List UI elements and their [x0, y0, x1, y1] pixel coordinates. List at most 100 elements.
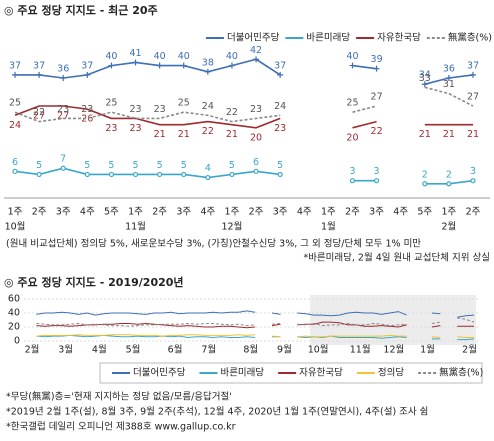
legend-label: 바른미래당: [220, 368, 264, 379]
marker: [132, 59, 139, 66]
x-group-label: 10월: [5, 221, 26, 233]
x-group-label: 1월: [321, 221, 336, 233]
data-label: 2: [446, 169, 452, 180]
data-label: 24: [274, 101, 286, 112]
data-label: 27: [371, 92, 383, 103]
marker: [422, 181, 428, 187]
x-tick-label: 2주: [152, 207, 167, 218]
data-label: 2: [422, 169, 428, 180]
data-label: 23: [105, 123, 117, 134]
data-label: 23: [274, 123, 286, 134]
note: *2019년 2월 1주(설), 8월 3주, 9월 2주(추석), 12월 4…: [6, 406, 428, 418]
marker: [445, 75, 452, 81]
marker: [60, 165, 66, 171]
marker: [349, 178, 356, 184]
data-label: 40: [178, 51, 190, 62]
data-label: 24: [9, 120, 21, 131]
chart-title: ◎ 주요 정당 지지도 - 2019/2020년: [4, 275, 184, 289]
x-tick-label: 1주: [225, 207, 240, 218]
x-tick-label: 3주: [176, 207, 191, 218]
marker: [446, 181, 452, 187]
legend-label: 자유한국당: [299, 368, 343, 379]
x-group-label: 12월: [222, 221, 243, 233]
data-label: 5: [108, 160, 114, 171]
data-label: 5: [157, 160, 163, 171]
x-tick-label: 11월: [350, 344, 371, 356]
data-label: 3: [349, 166, 355, 177]
x-group-label: 2월: [441, 221, 456, 233]
x-tick-label: 8월: [243, 344, 258, 356]
marker: [205, 174, 211, 181]
legend-label: 바른미래당: [306, 33, 350, 44]
legend-label: 無黨층(%): [448, 32, 492, 44]
data-label: 21: [467, 129, 479, 140]
data-label: 3: [470, 166, 476, 177]
series-line: [14, 86, 474, 123]
marker: [373, 65, 380, 72]
x-tick-label: 4주: [393, 207, 408, 218]
series-line: [36, 334, 474, 338]
note: *바른미래당, 2월 4일 원내 교섭단체 지위 상실: [303, 252, 490, 264]
x-tick-label: 12월: [383, 344, 404, 356]
x-tick-label: 1주: [441, 207, 456, 218]
y-tick-label: 20: [8, 322, 20, 333]
marker: [60, 75, 67, 81]
data-label: 37: [33, 60, 45, 71]
marker: [229, 171, 235, 178]
data-label: 39: [371, 54, 383, 65]
legend-label: 정의당: [378, 368, 404, 379]
x-tick-label: 3월: [58, 344, 73, 356]
marker: [36, 71, 43, 78]
data-label: 22: [202, 126, 214, 137]
data-label: 37: [274, 60, 286, 71]
marker: [180, 62, 187, 69]
data-label: 27: [467, 92, 479, 103]
period-shade: [310, 295, 476, 345]
series-line: [14, 105, 473, 129]
marker: [373, 178, 380, 184]
data-label: 31: [443, 79, 455, 90]
data-label: 22: [371, 126, 383, 137]
x-tick-label: 2월: [462, 344, 477, 356]
marker: [277, 71, 284, 78]
marker: [108, 171, 115, 178]
data-label: 37: [9, 60, 21, 71]
data-label: 38: [202, 57, 214, 68]
chart-title: ◎ 주요 정당 지지도 - 최근 20주: [4, 3, 158, 17]
data-label: 21: [154, 129, 166, 140]
marker: [181, 171, 187, 178]
y-tick-label: 0: [14, 336, 20, 347]
data-label: 5: [229, 160, 235, 171]
marker: [108, 62, 115, 69]
x-tick-label: 1주: [128, 207, 143, 218]
data-label: 23: [250, 104, 262, 115]
data-label: 25: [9, 98, 21, 109]
data-label: 23: [81, 104, 93, 115]
x-tick-label: 1주: [321, 207, 336, 218]
x-tick-label: 9월: [277, 344, 292, 356]
data-label: 23: [57, 104, 69, 115]
marker: [36, 171, 42, 178]
marker: [253, 56, 260, 63]
x-tick-label: 4주: [200, 207, 215, 218]
data-label: 21: [443, 129, 455, 140]
data-label: 27: [33, 111, 45, 122]
series-line: [36, 321, 474, 329]
marker: [84, 171, 90, 178]
marker: [204, 68, 211, 75]
data-label: 21: [419, 129, 431, 140]
data-label: 21: [226, 129, 238, 140]
data-label: 4: [205, 163, 211, 174]
data-label: 40: [154, 51, 166, 62]
marker: [228, 62, 235, 69]
x-tick-label: 1주: [8, 207, 23, 218]
marker: [84, 71, 91, 78]
data-label: 5: [277, 160, 283, 171]
marker: [421, 81, 428, 88]
data-label: 5: [84, 160, 90, 171]
x-tick-label: 5주: [104, 207, 119, 218]
y-tick-label: 60: [8, 294, 20, 305]
data-label: 20: [346, 132, 358, 143]
x-tick-label: 7월: [201, 344, 216, 356]
